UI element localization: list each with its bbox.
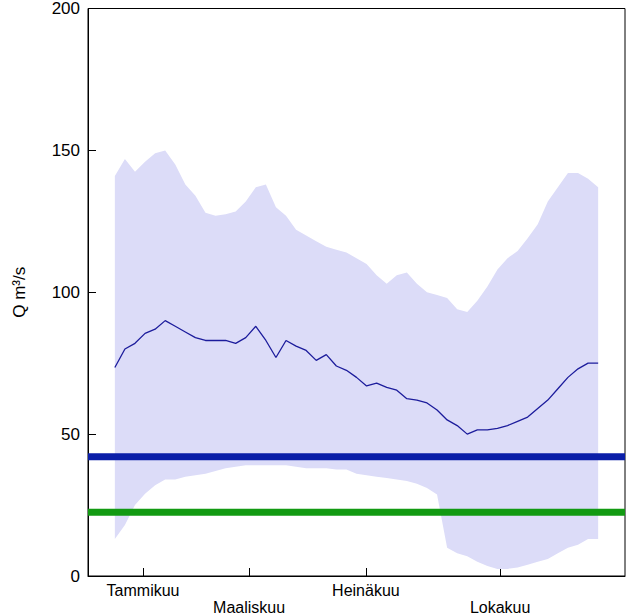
svg-text:Maaliskuu: Maaliskuu bbox=[213, 599, 285, 616]
svg-text:Heinäkuu: Heinäkuu bbox=[332, 582, 400, 599]
svg-text:200: 200 bbox=[52, 0, 80, 18]
svg-text:0: 0 bbox=[71, 567, 80, 586]
svg-text:50: 50 bbox=[61, 425, 80, 444]
svg-text:100: 100 bbox=[52, 283, 80, 302]
svg-text:Q m³/s: Q m³/s bbox=[10, 267, 29, 318]
svg-text:Lokakuu: Lokakuu bbox=[470, 599, 530, 616]
svg-text:Tammikuu: Tammikuu bbox=[107, 582, 180, 599]
svg-text:150: 150 bbox=[52, 141, 80, 160]
